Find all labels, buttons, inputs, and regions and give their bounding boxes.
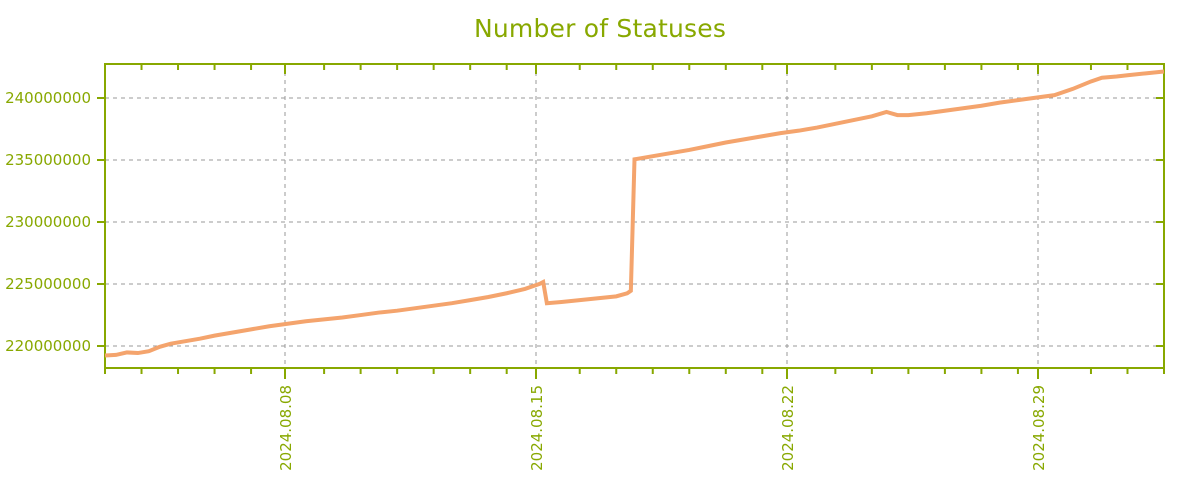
xtick-label-2024-08-08: 2024.08.08 [277, 385, 295, 471]
ytick-label-225000000: 225000000 [5, 275, 91, 293]
xtick-label-2024-08-22: 2024.08.22 [779, 385, 797, 471]
x-axis-labels: 2024.08.08 2024.08.15 2024.08.22 2024.08… [277, 385, 1048, 471]
page-title: Number of Statuses [473, 14, 727, 43]
y-axis-labels: 240000000 235000000 230000000 225000000 … [5, 89, 91, 355]
y-axis-ticks [97, 97, 1164, 347]
plot-border [104, 63, 1165, 369]
plot-frame [104, 63, 1165, 369]
x-axis-minor-ticks [104, 64, 1165, 374]
data-series-group [104, 69, 1165, 358]
xtick-label-2024-08-29: 2024.08.29 [1030, 385, 1048, 471]
x-axis-major-ticks [284, 64, 1039, 379]
xtick-label-2024-08-15: 2024.08.15 [528, 385, 546, 471]
ytick-label-235000000: 235000000 [5, 151, 91, 169]
data-line-number-of-statuses [104, 69, 1165, 358]
ytick-label-240000000: 240000000 [5, 89, 91, 107]
ytick-label-220000000: 220000000 [5, 337, 91, 355]
ytick-label-230000000: 230000000 [5, 213, 91, 231]
